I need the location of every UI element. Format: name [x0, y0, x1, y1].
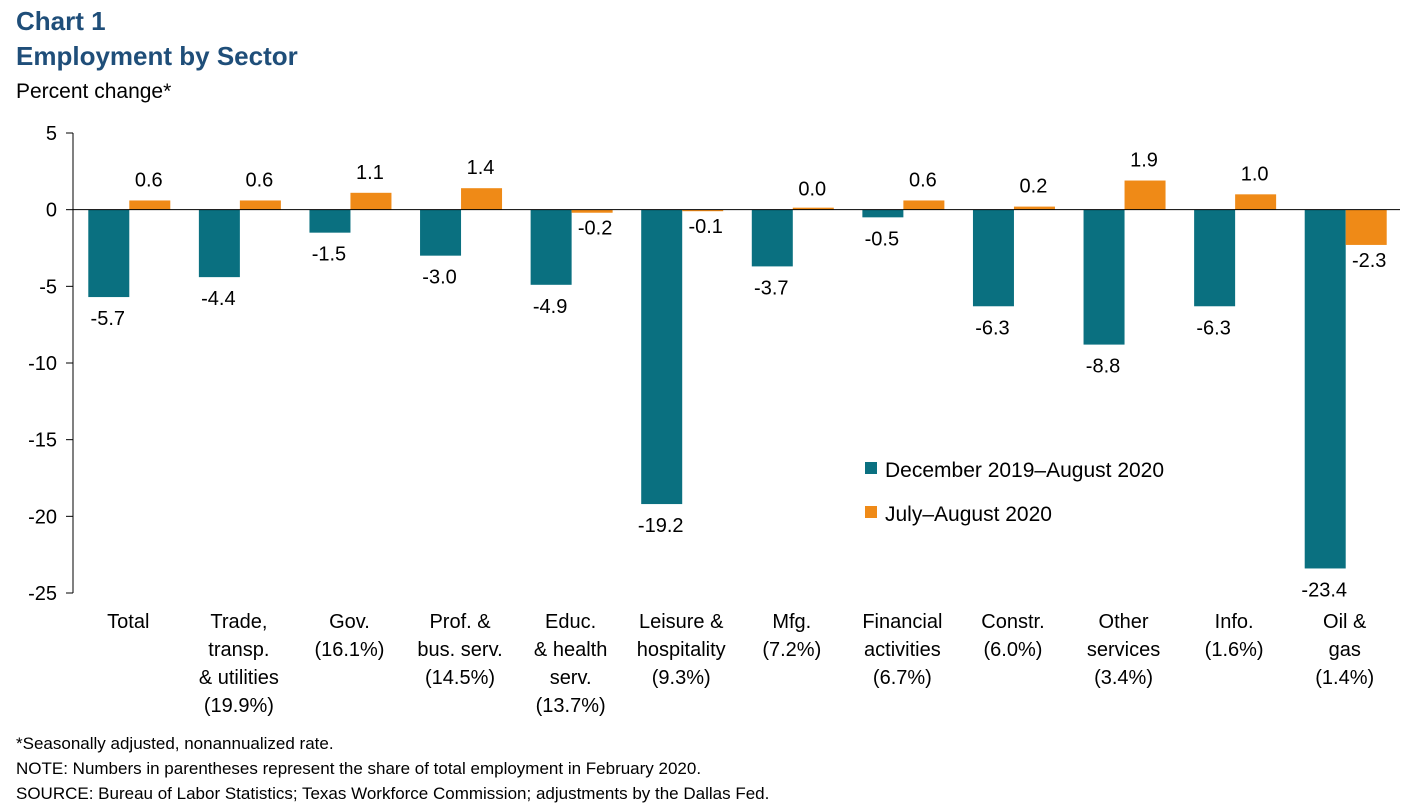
- category-label: (13.7%): [536, 695, 606, 717]
- chart-number: Chart 1: [16, 6, 106, 36]
- category-label: Total: [107, 611, 149, 633]
- data-label-series-1: -4.9: [533, 296, 567, 318]
- bar-series-2: [903, 200, 945, 210]
- category-label: (6.0%): [984, 639, 1043, 661]
- category-label: Financial: [862, 611, 942, 633]
- bar-series-1: [198, 209, 240, 278]
- category-label: (6.7%): [873, 667, 932, 689]
- bar-series-2: [1013, 206, 1055, 210]
- bar-chart: 5 0 -5 -10 -15 -20 -25 -5.7 0.6 -4.4 0.6 -1.5 1.1 -3.…: [28, 123, 1400, 717]
- data-label-series-1: -6.3: [1196, 317, 1230, 339]
- data-label-series-2: -0.2: [578, 218, 612, 240]
- category-label: hospitality: [637, 639, 726, 661]
- category-label: Mfg.: [772, 611, 811, 633]
- bar-series-2: [1235, 194, 1277, 210]
- data-label-series-2: 1.1: [356, 162, 384, 184]
- data-label-series-1: -8.8: [1086, 356, 1120, 378]
- bar-series-2: [129, 200, 171, 210]
- bar-series-1: [641, 209, 683, 505]
- bar-series-1: [1194, 209, 1236, 307]
- bar-series-1: [1304, 209, 1346, 569]
- bar-series-2: [239, 200, 281, 210]
- y-tick-label: -15: [28, 430, 57, 452]
- bar-series-1: [972, 209, 1014, 307]
- legend-swatch-series-1: [865, 462, 877, 474]
- category-label: (3.4%): [1094, 667, 1153, 689]
- category-label: (7.2%): [762, 639, 821, 661]
- bar-series-1: [1083, 209, 1125, 345]
- data-label-series-1: -4.4: [201, 288, 235, 310]
- bar-series-1: [88, 209, 130, 298]
- category-label: (14.5%): [425, 667, 495, 689]
- data-label-series-2: -0.1: [688, 216, 722, 238]
- data-label-series-2: 0.2: [1020, 176, 1048, 198]
- category-label: Prof. &: [429, 611, 491, 633]
- category-label: Constr.: [981, 611, 1044, 633]
- data-label-series-2: 0.6: [135, 169, 163, 191]
- data-label-series-2: 1.0: [1241, 163, 1269, 185]
- data-label-series-2: 0.0: [798, 179, 826, 201]
- data-label-series-2: 1.9: [1130, 150, 1158, 172]
- category-label: Other: [1099, 611, 1149, 633]
- data-label-series-1: -5.7: [91, 308, 125, 330]
- bar-series-1: [420, 209, 462, 256]
- data-label-series-1: -3.0: [422, 267, 456, 289]
- legend-swatch-series-2: [865, 506, 877, 518]
- data-label-series-1: -1.5: [312, 244, 346, 266]
- category-label: activities: [864, 639, 941, 661]
- bar-series-1: [862, 209, 904, 218]
- data-label-series-1: -0.5: [865, 228, 899, 250]
- data-label-series-1: -23.4: [1301, 579, 1347, 601]
- category-label: (16.1%): [314, 639, 384, 661]
- y-tick-label: -10: [28, 353, 57, 375]
- data-label-series-2: 0.6: [245, 169, 273, 191]
- category-label: (1.4%): [1315, 667, 1374, 689]
- y-tick-label: 5: [46, 123, 57, 145]
- y-axis-label: Percent change*: [16, 80, 172, 103]
- bar-series-2: [682, 209, 724, 212]
- bar-series-1: [309, 209, 351, 233]
- footnote-seasonal: *Seasonally adjusted, nonannualized rate…: [16, 734, 334, 753]
- y-tick-label: 0: [46, 200, 57, 222]
- category-label: services: [1087, 639, 1160, 661]
- category-label: bus. serv.: [417, 639, 502, 661]
- category-label: & utilities: [199, 667, 279, 689]
- category-label: Trade,: [210, 611, 267, 633]
- bar-series-2: [1345, 209, 1387, 245]
- category-label: (9.3%): [652, 667, 711, 689]
- bar-series-1: [751, 209, 793, 267]
- category-label: Educ.: [545, 611, 596, 633]
- data-label-series-1: -19.2: [638, 515, 684, 537]
- category-label: (19.9%): [204, 695, 274, 717]
- category-label: gas: [1329, 639, 1361, 661]
- data-label-series-2: 0.6: [909, 169, 937, 191]
- bar-series-1: [530, 209, 572, 285]
- bar-series-2: [1124, 180, 1166, 210]
- bar-series-2: [461, 188, 503, 210]
- y-tick-label: -5: [39, 276, 57, 298]
- footnote-source: SOURCE: Bureau of Labor Statistics; Texa…: [16, 784, 770, 803]
- category-label: transp.: [208, 639, 269, 661]
- y-tick-label: -25: [28, 583, 57, 605]
- bar-series-2: [792, 207, 834, 210]
- category-label: Leisure &: [639, 611, 724, 633]
- bar-series-2: [350, 192, 392, 210]
- category-label: Gov.: [329, 611, 370, 633]
- footnote-note: NOTE: Numbers in parentheses represent t…: [16, 759, 702, 778]
- legend-label-series-2: July–August 2020: [885, 503, 1052, 526]
- data-label-series-1: -3.7: [754, 277, 788, 299]
- category-label: & health: [534, 639, 607, 661]
- data-label-series-2: -2.3: [1352, 250, 1386, 272]
- category-label: Oil &: [1323, 611, 1367, 633]
- y-tick-label: -20: [28, 506, 57, 528]
- data-label-series-2: 1.4: [467, 157, 495, 179]
- legend-label-series-1: December 2019–August 2020: [885, 459, 1164, 482]
- data-label-series-1: -6.3: [975, 317, 1009, 339]
- category-label: (1.6%): [1205, 639, 1264, 661]
- category-label: Info.: [1215, 611, 1254, 633]
- bar-series-2: [571, 209, 613, 213]
- category-label: serv.: [550, 667, 592, 689]
- chart-title: Employment by Sector: [16, 41, 298, 71]
